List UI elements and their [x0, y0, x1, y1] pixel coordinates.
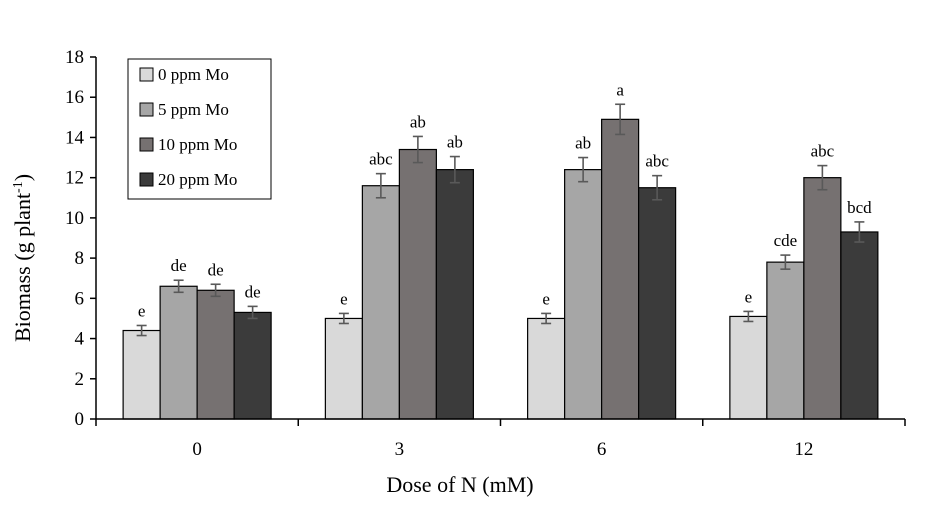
significance-label: abc	[369, 150, 393, 169]
bar	[159, 285, 198, 420]
bar	[435, 169, 474, 420]
bar	[122, 329, 161, 420]
x-tick-label: 6	[597, 439, 607, 460]
x-tick-label: 12	[794, 439, 813, 460]
significance-label: ab	[410, 112, 426, 131]
y-tick-label: 8	[75, 248, 85, 269]
significance-label: de	[171, 256, 187, 275]
significance-label: cde	[774, 231, 798, 250]
bar	[398, 148, 437, 420]
significance-label: e	[138, 301, 146, 320]
legend-swatch	[139, 172, 154, 187]
significance-label: a	[616, 80, 624, 99]
legend-swatch	[139, 102, 154, 117]
y-axis-title-close: )	[10, 174, 35, 181]
bar	[766, 261, 805, 420]
bar	[196, 289, 235, 420]
axes-group	[90, 56, 906, 426]
x-tick-label: 3	[395, 439, 405, 460]
x-tick-label: 0	[192, 439, 202, 460]
bar	[564, 169, 603, 420]
bar	[638, 187, 677, 420]
bar	[233, 311, 272, 420]
bar	[527, 317, 566, 420]
significance-label: ab	[447, 133, 463, 152]
bar	[729, 315, 768, 420]
significance-label: e	[745, 287, 753, 306]
legend-label: 10 ppm Mo	[158, 135, 237, 154]
legend-swatch	[139, 67, 154, 82]
y-tick-label: 6	[75, 288, 85, 309]
y-tick-label: 4	[75, 329, 85, 350]
y-tick-label: 12	[65, 168, 84, 189]
legend-swatch	[139, 137, 154, 152]
legend-label: 5 ppm Mo	[158, 100, 229, 119]
significance-label: de	[208, 260, 224, 279]
y-axis-title: Biomass (g plant-1)	[10, 174, 35, 342]
legend-label: 0 ppm Mo	[158, 65, 229, 84]
significance-label: e	[542, 289, 550, 308]
bar	[840, 231, 879, 420]
significance-label: de	[245, 282, 261, 301]
y-tick-label: 2	[75, 369, 85, 390]
y-tick-label: 10	[65, 208, 84, 229]
bar	[803, 177, 842, 420]
significance-label: e	[340, 289, 348, 308]
significance-label: bcd	[847, 198, 872, 217]
y-axis-title-superscript: -1	[11, 181, 26, 193]
y-tick-label: 14	[65, 127, 85, 148]
significance-label: abc	[811, 142, 835, 161]
bar	[601, 118, 640, 420]
y-tick-label: 16	[65, 87, 84, 108]
legend: 0 ppm Mo 5 ppm Mo 10 ppm Mo 20 ppm Mo	[127, 58, 272, 200]
bars-group	[122, 103, 879, 420]
significance-label: abc	[645, 152, 669, 171]
significance-label: ab	[575, 134, 591, 153]
y-tick-label: 0	[75, 409, 85, 430]
bar	[324, 317, 363, 420]
bar	[361, 185, 400, 420]
y-tick-label: 18	[65, 47, 84, 68]
legend-label: 20 ppm Mo	[158, 170, 237, 189]
y-axis-title-main: Biomass (g plant	[10, 193, 35, 342]
x-axis-title: Dose of N (mM)	[386, 472, 533, 497]
